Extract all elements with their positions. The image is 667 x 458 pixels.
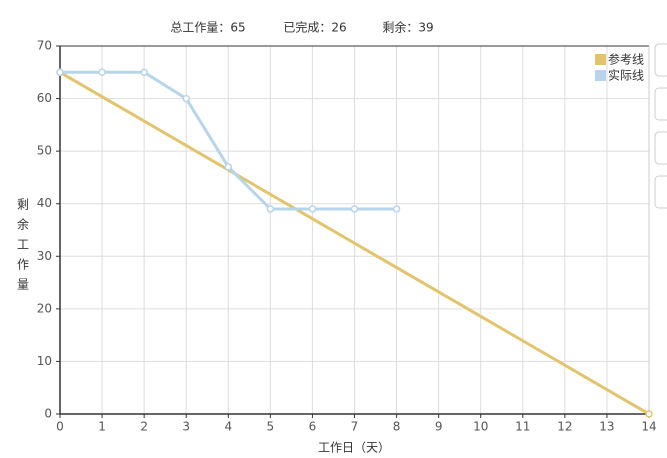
- x-tick-label: 4: [224, 420, 232, 434]
- series-line: [59, 70, 650, 416]
- side-button[interactable]: [654, 175, 667, 209]
- y-tick-label: 30: [37, 249, 52, 263]
- y-tick-label: 50: [37, 144, 52, 158]
- legend-label: 实际线: [608, 68, 644, 83]
- point: [98, 68, 106, 77]
- point: [350, 205, 359, 213]
- x-tick-label: 9: [435, 420, 443, 434]
- x-tick-label: 10: [473, 420, 488, 434]
- y-axis-label: 剩余工作量: [16, 198, 30, 298]
- y-tick-label: 10: [37, 354, 52, 368]
- x-tick-label: 1: [98, 420, 106, 434]
- x-tick-label: 6: [309, 420, 317, 434]
- y-tick-label: 70: [37, 39, 52, 53]
- x-tick-label: 0: [56, 420, 64, 434]
- x-tick-label: 2: [140, 420, 148, 434]
- legend-swatch: [595, 70, 606, 81]
- y-tick-label: 60: [37, 91, 52, 105]
- title-total: 总工作量：65: [170, 21, 245, 35]
- point: [645, 410, 653, 418]
- x-tick-label: 12: [557, 420, 572, 434]
- point: [392, 205, 401, 213]
- point: [224, 163, 233, 171]
- x-tick-label: 13: [599, 420, 614, 434]
- side-button[interactable]: [654, 131, 667, 165]
- side-button[interactable]: [654, 43, 667, 77]
- point: [182, 94, 190, 103]
- y-tick-label: 0: [44, 407, 52, 421]
- y-tick-label: 40: [37, 196, 52, 210]
- title-done: 已完成：26: [283, 20, 346, 35]
- x-tick-label: 14: [641, 420, 656, 434]
- x-tick-label: 11: [515, 420, 530, 434]
- point: [140, 68, 148, 77]
- legend-swatch: [595, 54, 606, 65]
- point: [308, 205, 317, 213]
- x-tick-label: 5: [267, 420, 275, 434]
- y-tick-label: 20: [37, 301, 52, 315]
- legend-label: 参考线: [608, 52, 644, 67]
- point: [266, 205, 275, 213]
- x-axis-label: 工作日（天）: [318, 441, 390, 455]
- x-tick-label: 7: [351, 420, 359, 434]
- point: [56, 68, 64, 77]
- x-tick-label: 3: [182, 420, 190, 434]
- title-left: 剩余：39: [382, 20, 433, 35]
- x-tick-label: 8: [393, 420, 401, 434]
- side-button[interactable]: [654, 87, 667, 121]
